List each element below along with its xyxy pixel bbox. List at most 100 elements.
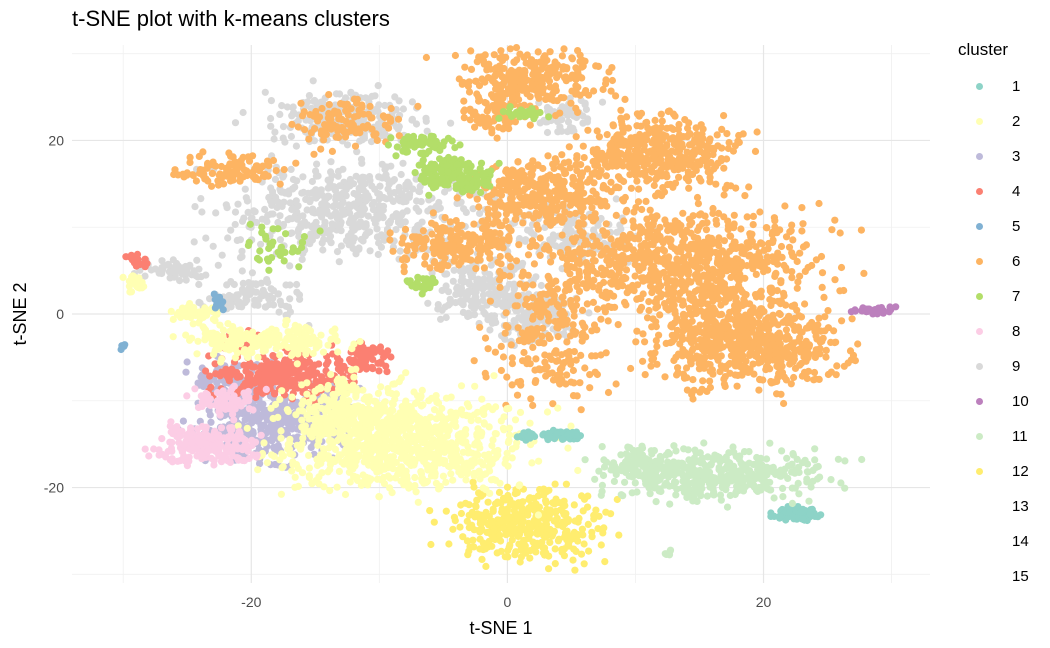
data-point xyxy=(318,104,326,113)
data-point xyxy=(347,105,355,113)
data-point xyxy=(244,153,252,161)
data-point xyxy=(335,133,343,142)
data-point xyxy=(749,360,757,368)
data-point xyxy=(503,90,511,98)
data-point xyxy=(618,196,627,204)
data-point xyxy=(801,300,809,308)
data-point xyxy=(854,340,862,348)
data-point xyxy=(743,213,751,221)
data-point xyxy=(289,103,297,111)
data-point xyxy=(732,184,740,192)
data-point xyxy=(639,330,647,338)
data-point xyxy=(608,76,617,85)
data-point xyxy=(563,256,571,264)
data-point xyxy=(593,237,601,245)
data-point xyxy=(336,90,344,98)
data-point xyxy=(575,219,583,227)
data-point xyxy=(583,300,591,308)
data-point xyxy=(294,123,302,131)
data-point xyxy=(522,281,530,289)
data-point xyxy=(328,147,336,155)
data-point xyxy=(508,194,516,202)
data-point xyxy=(605,151,613,160)
data-point xyxy=(515,168,524,176)
data-point xyxy=(592,62,600,70)
data-point xyxy=(474,93,482,101)
data-point xyxy=(565,348,573,356)
data-point xyxy=(798,204,806,212)
data-point xyxy=(695,365,704,373)
data-point xyxy=(349,244,357,252)
data-point xyxy=(512,257,521,265)
data-point xyxy=(666,180,675,188)
data-point xyxy=(689,294,698,302)
data-point xyxy=(524,355,532,363)
data-point xyxy=(301,126,309,134)
data-point xyxy=(777,242,786,251)
data-point xyxy=(348,119,356,127)
data-point xyxy=(225,291,233,300)
data-point xyxy=(182,276,190,284)
data-point xyxy=(392,210,400,218)
data-point xyxy=(530,179,538,187)
data-point xyxy=(518,272,526,280)
data-point xyxy=(710,344,718,352)
data-point xyxy=(227,226,235,234)
data-point xyxy=(333,248,342,256)
data-point xyxy=(659,239,667,247)
data-point xyxy=(739,130,747,138)
data-point xyxy=(584,520,592,529)
data-point xyxy=(233,291,241,299)
data-point xyxy=(562,480,571,488)
data-point xyxy=(323,209,331,217)
data-point xyxy=(457,229,465,237)
data-point xyxy=(804,354,812,362)
data-point xyxy=(614,173,623,181)
data-point xyxy=(822,353,830,361)
data-point xyxy=(710,270,718,278)
data-point xyxy=(780,261,788,269)
data-point xyxy=(497,342,505,350)
data-point xyxy=(647,350,655,358)
data-point xyxy=(620,273,628,281)
data-point xyxy=(467,272,475,280)
data-point xyxy=(313,160,321,168)
data-point xyxy=(532,548,540,556)
data-point xyxy=(275,308,283,316)
data-point xyxy=(478,555,486,564)
data-point xyxy=(564,118,573,126)
data-point xyxy=(755,249,763,257)
data-point xyxy=(367,114,375,122)
data-point xyxy=(678,352,687,360)
chart-title: t-SNE plot with k-means clusters xyxy=(72,6,390,31)
data-point xyxy=(526,554,534,562)
data-point xyxy=(566,332,575,340)
data-point xyxy=(594,525,602,533)
data-point xyxy=(704,243,712,251)
data-point xyxy=(752,259,760,268)
data-point xyxy=(563,338,571,346)
data-point xyxy=(294,202,302,210)
data-point xyxy=(204,161,212,169)
data-point xyxy=(460,107,468,115)
data-point xyxy=(586,371,594,379)
data-point xyxy=(576,177,584,185)
data-point xyxy=(310,150,318,158)
data-point xyxy=(141,272,149,280)
data-point xyxy=(583,178,592,186)
data-point xyxy=(362,94,370,102)
data-point xyxy=(722,364,730,372)
data-point xyxy=(650,262,658,271)
data-point xyxy=(567,532,575,540)
data-point xyxy=(294,117,302,125)
data-point xyxy=(653,295,661,303)
data-point xyxy=(537,281,546,290)
data-point xyxy=(787,380,795,388)
data-point xyxy=(810,368,819,377)
data-point xyxy=(710,165,718,173)
data-point xyxy=(688,317,696,325)
data-point xyxy=(581,57,589,65)
data-point xyxy=(227,278,235,286)
data-point xyxy=(292,142,300,150)
data-point xyxy=(578,306,587,314)
